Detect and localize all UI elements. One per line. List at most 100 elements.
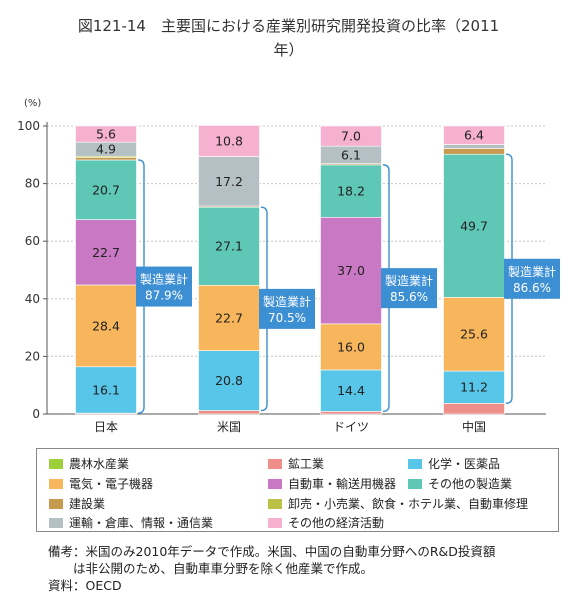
legend: 農林水産業 鉱工業 化学・医薬品電気・電子機器 自動車・輸送用機器 その他の製造業建設業…	[36, 448, 559, 532]
bar-segment	[320, 164, 382, 218]
bar-segment	[443, 297, 505, 372]
legend-item: 化学・医薬品	[408, 455, 500, 472]
legend-swatch	[268, 499, 282, 509]
bar-segment	[198, 206, 260, 286]
x-tick-label: 中国	[462, 419, 486, 434]
manufacturing-total-box	[504, 258, 560, 299]
bar-segment	[198, 156, 260, 207]
data-label: 20.8	[215, 373, 243, 388]
data-label: 18.2	[337, 184, 365, 199]
bar-segment	[75, 219, 137, 286]
legend-item: 卸売・小売業、飲食・ホテル業、自動車修理	[268, 495, 528, 512]
legend-label: 農林水産業	[69, 457, 130, 471]
legend-swatch	[49, 479, 63, 489]
stacked-bar-chart: (%) 0 20 40 60 80 100 16.1 28.4 22.7 20.7 4.95.6 日本 製…	[17, 98, 560, 434]
legend-label: 卸売・小売業、飲食・ホテル業、自動車修理	[288, 497, 529, 511]
legend-label: 化学・医薬品	[428, 457, 501, 471]
data-label: 16.0	[337, 339, 365, 354]
y-tick-label: 80	[25, 177, 40, 191]
y-tick-label: 20	[25, 349, 40, 363]
legend-item: 電気・電子機器	[49, 475, 153, 492]
data-label: 17.2	[215, 174, 243, 189]
chart-title: 図121-14 主要国における産業別研究開発投資の比率（2011 年）	[77, 17, 500, 59]
x-tick-label: 日本	[94, 420, 118, 434]
y-tick-label: 40	[25, 292, 40, 306]
y-tick-label: 0	[32, 407, 40, 421]
legend-swatch	[408, 479, 422, 489]
data-label: 22.7	[215, 310, 243, 325]
legend-swatch	[268, 459, 282, 469]
data-label: 25.6	[460, 327, 488, 342]
legend-item: その他の製造業	[408, 475, 512, 492]
manufacturing-total-value: 87.9%	[145, 289, 183, 303]
bar-segment	[443, 125, 505, 145]
bar-segment	[320, 125, 382, 147]
bar-segment	[320, 216, 382, 325]
data-label: 37.0	[337, 263, 365, 278]
bar-segment	[75, 366, 137, 414]
data-label: 27.1	[215, 239, 243, 254]
source-note: 備考：米国のみ2010年データで作成。米国、中国の自動車分野へのR&D投資額 は…	[48, 544, 496, 593]
bar-segment	[198, 350, 260, 411]
bar-segment	[75, 125, 137, 143]
manufacturing-total-label: 製造業計	[508, 264, 556, 279]
legend-swatch	[49, 499, 63, 509]
bar-segment	[320, 323, 382, 371]
bar-segment	[198, 284, 260, 351]
legend-item: その他の経済活動	[268, 514, 384, 531]
manufacturing-total-label: 製造業計	[263, 294, 311, 309]
bar-segment	[75, 157, 137, 161]
bar-segment	[75, 284, 137, 368]
legend-swatch	[49, 518, 63, 528]
manufacturing-total-value: 86.6%	[513, 281, 551, 295]
legend-label: 運輸・倉庫、情報・通信業	[69, 516, 214, 530]
y-tick-label: 60	[25, 234, 40, 248]
legend-swatch	[268, 479, 282, 489]
manufacturing-total-label: 製造業計	[385, 273, 433, 288]
x-tick-label: 米国	[217, 420, 241, 434]
bar-segment	[198, 410, 260, 415]
legend-item: 農林水産業	[49, 455, 129, 472]
manufacturing-total-label: 製造業計	[140, 272, 188, 287]
legend-item: 運輸・倉庫、情報・通信業	[49, 514, 213, 531]
y-tick-label: 100	[17, 119, 40, 133]
manufacturing-total-box	[259, 288, 315, 329]
bar-segment	[320, 411, 382, 415]
legend-label: 鉱工業	[288, 457, 325, 471]
legend-item: 建設業	[49, 495, 105, 512]
legend-label: 建設業	[69, 497, 106, 511]
data-label: 22.7	[92, 245, 120, 260]
legend-swatch	[49, 459, 63, 469]
data-label: 6.4	[464, 128, 484, 143]
bar-segment	[443, 144, 505, 149]
data-label: 11.2	[460, 380, 488, 395]
y-axis-unit-label: (%)	[24, 98, 41, 109]
manufacturing-total-value: 85.6%	[390, 290, 428, 304]
data-label: 10.8	[215, 133, 243, 148]
data-label: 6.1	[341, 147, 361, 162]
data-label: 14.4	[337, 383, 365, 398]
legend-label: 電気・電子機器	[69, 477, 154, 491]
x-tick-label: ドイツ	[333, 420, 369, 434]
data-label: 4.9	[96, 142, 116, 157]
data-label: 7.0	[341, 129, 361, 144]
legend-label: その他の経済活動	[288, 516, 385, 530]
bar-segment	[443, 153, 505, 298]
bar-segment	[443, 370, 505, 404]
bar-segment	[443, 148, 505, 155]
bar-segment	[443, 403, 505, 415]
data-label: 20.7	[92, 182, 120, 197]
data-label: 49.7	[460, 218, 488, 233]
bar-segment	[198, 125, 260, 157]
data-label: 28.4	[92, 318, 120, 333]
data-label: 5.6	[96, 127, 116, 142]
legend-swatch	[268, 518, 282, 528]
legend-label: 自動車・輸送用機器	[288, 477, 397, 491]
manufacturing-total-box	[381, 268, 437, 309]
manufacturing-total-box	[136, 266, 192, 307]
legend-item: 自動車・輸送用機器	[268, 475, 396, 492]
data-label: 16.1	[92, 382, 120, 397]
legend-item: 鉱工業	[268, 455, 324, 472]
legend-label: その他の製造業	[428, 477, 513, 491]
